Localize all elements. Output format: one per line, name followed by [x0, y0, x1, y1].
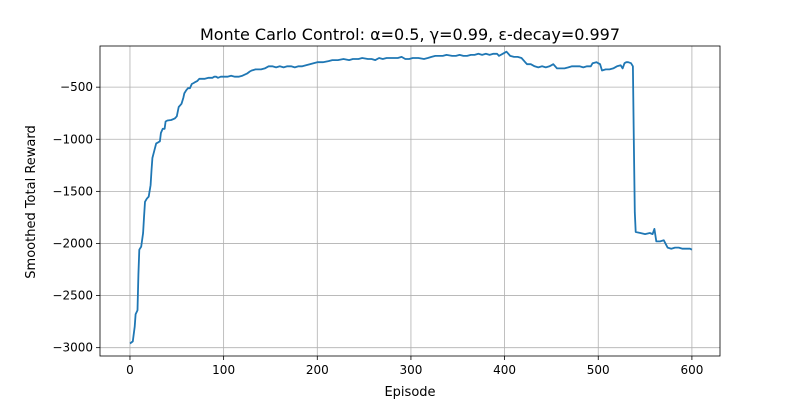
x-tick-label: 400 — [493, 363, 516, 377]
grid — [100, 46, 720, 356]
y-axis-label: Smoothed Total Reward — [24, 125, 39, 278]
x-axis: 0 100 200 300 400 500 600 — [126, 356, 703, 377]
chart-title: Monte Carlo Control: α=0.5, γ=0.99, ε-de… — [200, 25, 620, 44]
x-tick-label: 600 — [680, 363, 703, 377]
y-tick-label: −500 — [60, 80, 93, 94]
plot-frame — [99, 45, 721, 357]
y-tick-label: −1500 — [52, 184, 93, 198]
x-tick-label: 100 — [212, 363, 235, 377]
y-axis: −3000 −2500 −2000 −1500 −1000 −500 — [52, 80, 100, 355]
x-tick-label: 500 — [587, 363, 610, 377]
x-tick-label: 300 — [399, 363, 422, 377]
y-tick-label: −2000 — [52, 236, 93, 250]
y-tick-label: −2500 — [52, 289, 93, 303]
series-line — [129, 50, 693, 345]
x-tick-label: 200 — [306, 363, 329, 377]
y-tick-label: −3000 — [52, 341, 93, 355]
y-tick-label: −1000 — [52, 132, 93, 146]
x-tick-label: 0 — [126, 363, 134, 377]
x-axis-label: Episode — [384, 385, 435, 400]
